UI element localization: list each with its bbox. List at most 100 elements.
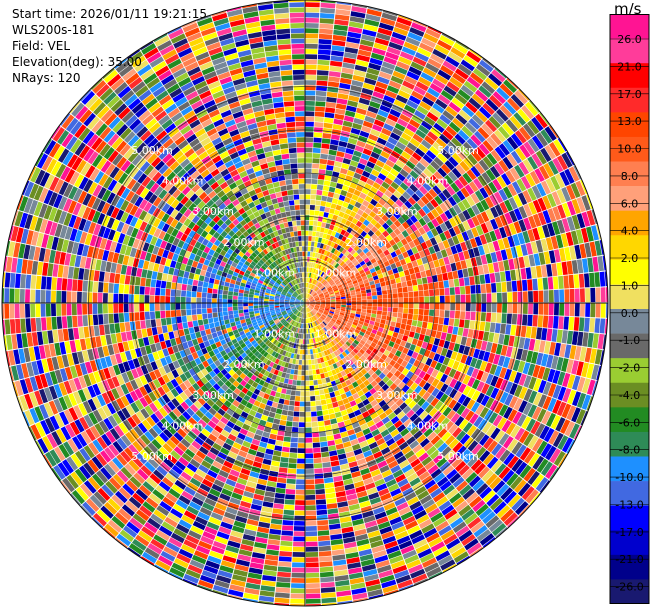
- ppi-gate: [452, 270, 459, 279]
- ppi-gate: [513, 112, 527, 126]
- ppi-gate: [592, 333, 599, 349]
- ppi-gate: [372, 47, 386, 56]
- ppi-gate: [381, 237, 389, 245]
- ppi-gate: [414, 211, 422, 221]
- ppi-gate: [388, 206, 397, 215]
- ppi-gate: [482, 243, 490, 254]
- ppi-gate: [552, 221, 561, 235]
- ppi-gate: [435, 215, 444, 225]
- ppi-gate: [393, 298, 398, 303]
- ppi-gate: [508, 258, 515, 270]
- ppi-gate: [321, 255, 326, 261]
- ppi-gate: [372, 194, 381, 202]
- ppi-gate: [444, 420, 454, 431]
- ppi-gate: [380, 206, 388, 214]
- ppi-gate: [471, 379, 481, 390]
- ppi-gate: [350, 249, 356, 256]
- ppi-gate: [320, 303, 326, 306]
- ppi-gate: [359, 269, 365, 275]
- ppi-gate: [319, 436, 327, 442]
- ppi-gate: [333, 314, 339, 318]
- ppi-gate: [314, 296, 319, 300]
- ppi-gate: [398, 56, 412, 66]
- ppi-gate: [309, 304, 315, 306]
- ppi-gate: [366, 292, 372, 297]
- ppi-gate: [342, 319, 348, 324]
- ppi-gate: [300, 344, 303, 350]
- ppi-gate: [403, 41, 419, 52]
- ppi-gate: [399, 258, 407, 266]
- ppi-gate: [305, 531, 318, 537]
- ppi-gate: [310, 406, 317, 412]
- ppi-gate: [319, 265, 324, 271]
- ppi-gate: [489, 476, 502, 490]
- ppi-gate: [510, 150, 522, 164]
- ppi-gate: [344, 349, 350, 355]
- ppi-gate: [533, 378, 542, 392]
- ppi-gate: [314, 286, 318, 291]
- ppi-gate: [389, 274, 395, 280]
- ppi-gate: [440, 249, 448, 258]
- ppi-gate: [527, 120, 540, 135]
- ppi-gate: [294, 406, 300, 412]
- ppi-gate: [406, 71, 420, 81]
- ppi-gate: [395, 159, 405, 169]
- ppi-gate: [385, 320, 391, 326]
- ppi-gate: [435, 225, 444, 235]
- ppi-gate: [330, 296, 336, 299]
- ppi-gate: [440, 65, 454, 76]
- ppi-gate: [439, 288, 445, 296]
- ppi-gate: [395, 277, 401, 284]
- ppi-gate: [375, 81, 388, 90]
- ppi-gate: [334, 232, 340, 239]
- ppi-gate: [348, 137, 358, 145]
- ppi-gate: [455, 352, 463, 362]
- ppi-gate: [451, 97, 465, 109]
- ppi-gate: [365, 251, 372, 257]
- ppi-gate: [492, 354, 501, 365]
- ppi-gate: [589, 318, 595, 333]
- ppi-gate: [305, 303, 310, 304]
- ppi-gate: [354, 201, 362, 209]
- ppi-gate: [305, 411, 311, 417]
- ppi-gate: [469, 496, 482, 508]
- ppi-gate: [459, 433, 471, 445]
- ppi-gate: [311, 273, 315, 279]
- ppi-gate: [532, 438, 543, 452]
- ppi-gate: [409, 183, 419, 193]
- ppi-gate: [382, 230, 390, 238]
- ppi-gate: [386, 253, 393, 261]
- ppi-gate: [319, 566, 334, 573]
- ppi-gate: [314, 274, 318, 280]
- ppi-gate: [429, 146, 440, 156]
- ppi-gate: [384, 190, 393, 198]
- ppi-gate: [582, 332, 589, 347]
- ppi-gate: [309, 278, 312, 283]
- ppi-gate: [537, 226, 546, 240]
- ppi-gate: [553, 276, 559, 290]
- ppi-gate: [508, 370, 517, 383]
- ppi-gate: [444, 386, 453, 396]
- ppi-gate: [349, 182, 358, 189]
- ppi-gate: [317, 415, 324, 422]
- ppi-gate: [384, 242, 392, 249]
- ppi-gate: [470, 193, 480, 204]
- ppi-gate: [314, 111, 325, 117]
- ppi-gate: [494, 463, 507, 476]
- ppi-gate: [468, 347, 476, 357]
- ppi-gate: [481, 421, 492, 434]
- ppi-gate: [314, 306, 320, 310]
- ppi-gate: [294, 364, 299, 370]
- ppi-gate: [395, 141, 407, 151]
- ppi-gate: [485, 98, 499, 112]
- ppi-gate: [306, 293, 308, 298]
- ppi-gate: [401, 281, 407, 288]
- ppi-gate: [566, 330, 574, 345]
- ppi-gate: [291, 364, 296, 370]
- ppi-gate: [559, 343, 567, 358]
- ppi-gate: [307, 288, 309, 293]
- ppi-gate: [407, 336, 414, 344]
- ppi-gate: [411, 193, 421, 202]
- ppi-gate: [329, 293, 335, 297]
- ppi-gate: [469, 276, 475, 286]
